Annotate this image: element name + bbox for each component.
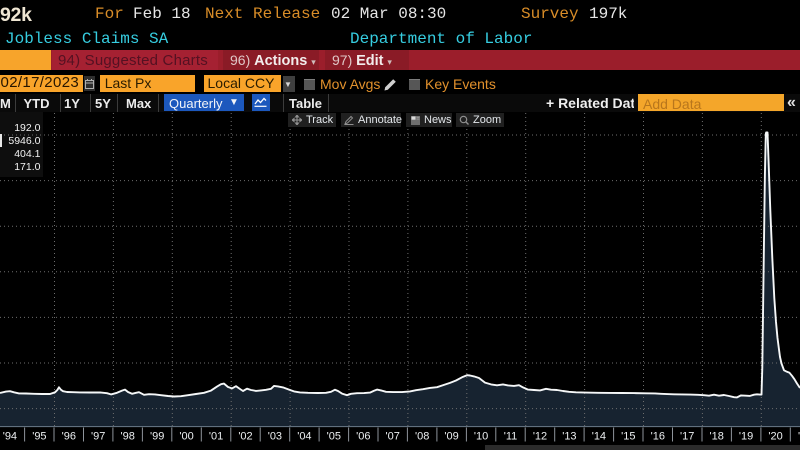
svg-text:'01: '01: [209, 431, 223, 443]
svg-text:'95: '95: [32, 431, 46, 443]
svg-text:'04: '04: [297, 431, 311, 443]
svg-text:'16: '16: [651, 431, 665, 443]
svg-text:'19: '19: [739, 431, 753, 443]
svg-text:'12: '12: [533, 431, 547, 443]
svg-text:'99: '99: [150, 431, 164, 443]
svg-text:'15: '15: [621, 431, 635, 443]
svg-text:'10: '10: [474, 431, 488, 443]
svg-text:'07: '07: [386, 431, 400, 443]
svg-text:'13: '13: [562, 431, 576, 443]
svg-text:'11: '11: [504, 431, 518, 443]
svg-text:'14: '14: [592, 431, 606, 443]
svg-text:'00: '00: [179, 431, 193, 443]
svg-text:'17: '17: [680, 431, 694, 443]
svg-text:'09: '09: [444, 431, 458, 443]
svg-text:'18: '18: [710, 431, 724, 443]
svg-text:'03: '03: [268, 431, 282, 443]
svg-text:'06: '06: [356, 431, 370, 443]
svg-text:'05: '05: [327, 431, 341, 443]
svg-text:'20: '20: [768, 431, 782, 443]
svg-text:'97: '97: [91, 431, 105, 443]
svg-text:'02: '02: [238, 431, 252, 443]
svg-text:'96: '96: [62, 431, 76, 443]
svg-text:'08: '08: [415, 431, 429, 443]
svg-text:'94: '94: [3, 431, 17, 443]
svg-text:': ': [798, 431, 800, 443]
svg-text:'98: '98: [121, 431, 135, 443]
